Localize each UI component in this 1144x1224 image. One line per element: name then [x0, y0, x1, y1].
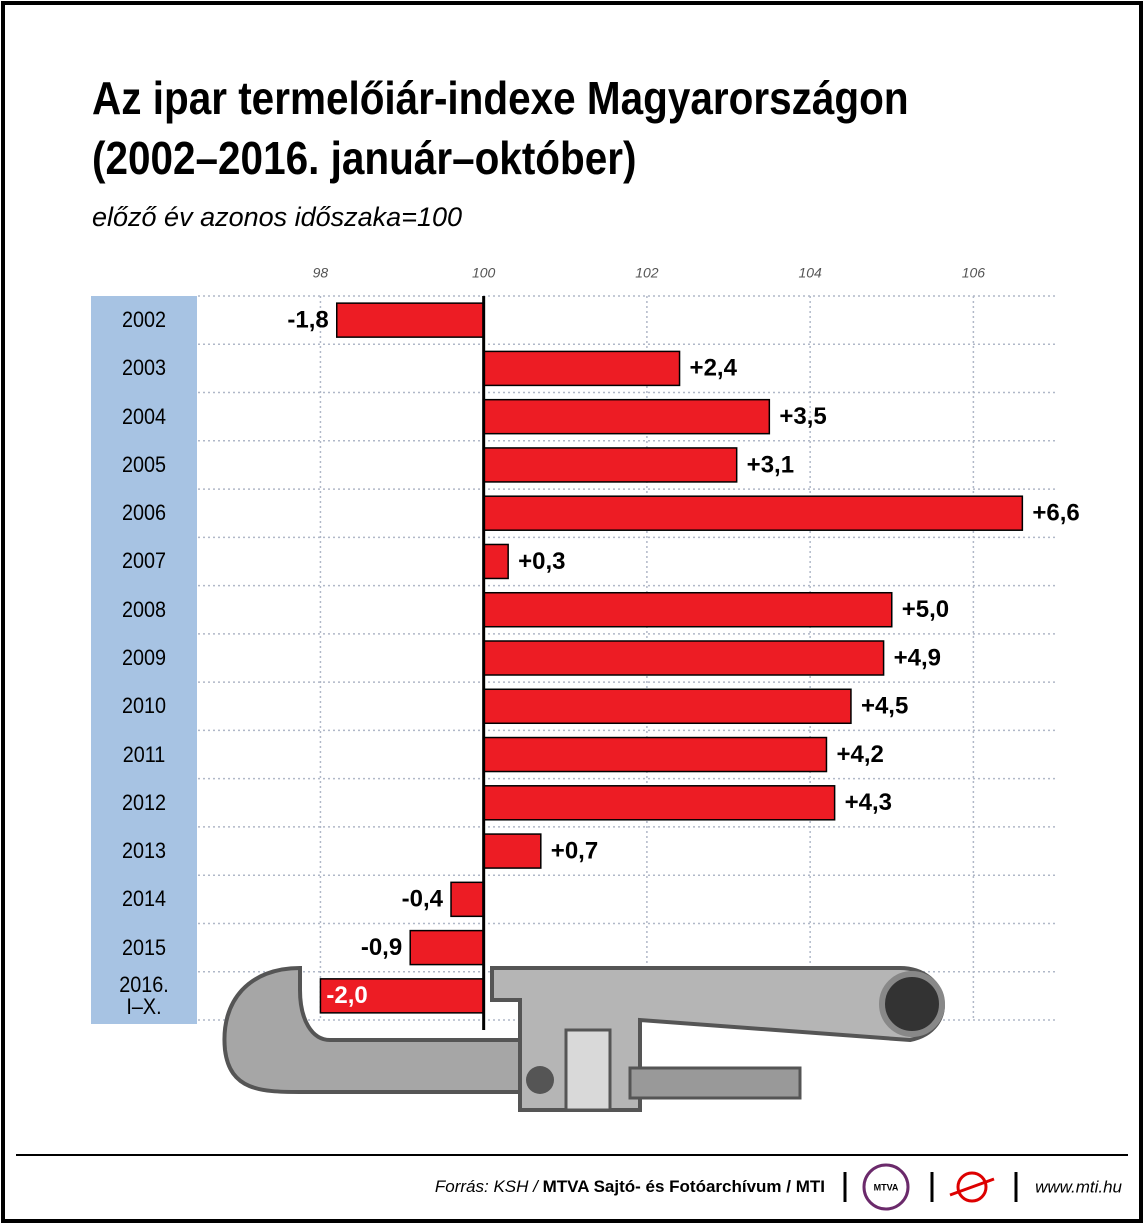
y-tick-label: 2010: [121, 693, 167, 719]
bar: [482, 736, 828, 773]
bar: [482, 350, 681, 387]
x-tick-label: 106: [962, 265, 986, 281]
value-label: +0,3: [518, 548, 565, 575]
value-label: +6,6: [1032, 500, 1079, 527]
bar: [482, 543, 509, 580]
footer-logos: [843, 1163, 1018, 1211]
wrench: [222, 965, 945, 1112]
y-tick-label: 2015: [121, 934, 167, 960]
y-tick-label: 2004: [121, 403, 167, 429]
logo-text: MTVA: [874, 1182, 899, 1192]
y-tick-label: 2013: [121, 838, 167, 864]
value-label: +5,0: [902, 596, 949, 623]
category-band: [91, 296, 197, 1024]
y-tick-label: 2003: [121, 355, 167, 381]
y-tick-label: 2012: [121, 789, 167, 815]
x-tick-label: 100: [472, 265, 496, 281]
source-bold: MTVA Sajtó- és Fotóarchívum / MTI: [543, 1177, 825, 1196]
bar: [450, 881, 485, 918]
bar: [409, 929, 485, 966]
y-tick-label: 2011: [122, 741, 166, 767]
bar: [482, 688, 852, 725]
y-tick-label: 2016. I–X.: [119, 971, 169, 1019]
y-tick-label: 2007: [121, 548, 167, 574]
x-tick-label: 98: [313, 265, 329, 281]
value-label: +4,9: [894, 644, 941, 671]
bar: [482, 833, 542, 869]
value-label: -2,0: [326, 982, 367, 1009]
value-label: -0,9: [361, 934, 402, 961]
value-label: +3,5: [779, 403, 826, 430]
bar: [319, 978, 485, 1014]
bar: [482, 640, 885, 676]
x-tick-label: 102: [635, 265, 659, 281]
y-tick-label: 2014: [121, 886, 167, 912]
bar: [482, 495, 1024, 531]
value-label: +4,2: [836, 741, 883, 768]
website: www.mti.hu: [1035, 1177, 1122, 1196]
bar: [482, 398, 771, 435]
value-label: +2,4: [690, 355, 738, 382]
value-label: -1,8: [287, 306, 328, 333]
bar: [482, 447, 738, 483]
value-label: +0,7: [551, 837, 598, 864]
bar: [482, 785, 836, 821]
source-text: Forrás: KSH /: [435, 1177, 543, 1196]
y-tick-label: 2006: [121, 500, 167, 526]
y-tick-label: 2008: [121, 596, 167, 622]
value-label: -0,4: [402, 886, 444, 913]
y-tick-label: 2002: [121, 307, 167, 333]
y-tick-label: 2005: [121, 451, 167, 477]
bar: [482, 591, 893, 628]
value-label: +4,5: [861, 693, 908, 720]
chart-subtitle: előző év azonos időszaka=100: [92, 202, 463, 232]
y-tick-label: 2009: [121, 645, 167, 670]
chart-title: Az ipar termelőiár-indexe Magyarországon…: [92, 72, 909, 184]
value-label: +4,3: [845, 789, 892, 816]
value-label: +3,1: [747, 451, 794, 478]
source: Forrás: KSH / MTVA Sajtó- és Fotóarchívu…: [435, 1177, 825, 1196]
x-tick-label: 104: [798, 265, 822, 281]
bar: [336, 302, 485, 338]
